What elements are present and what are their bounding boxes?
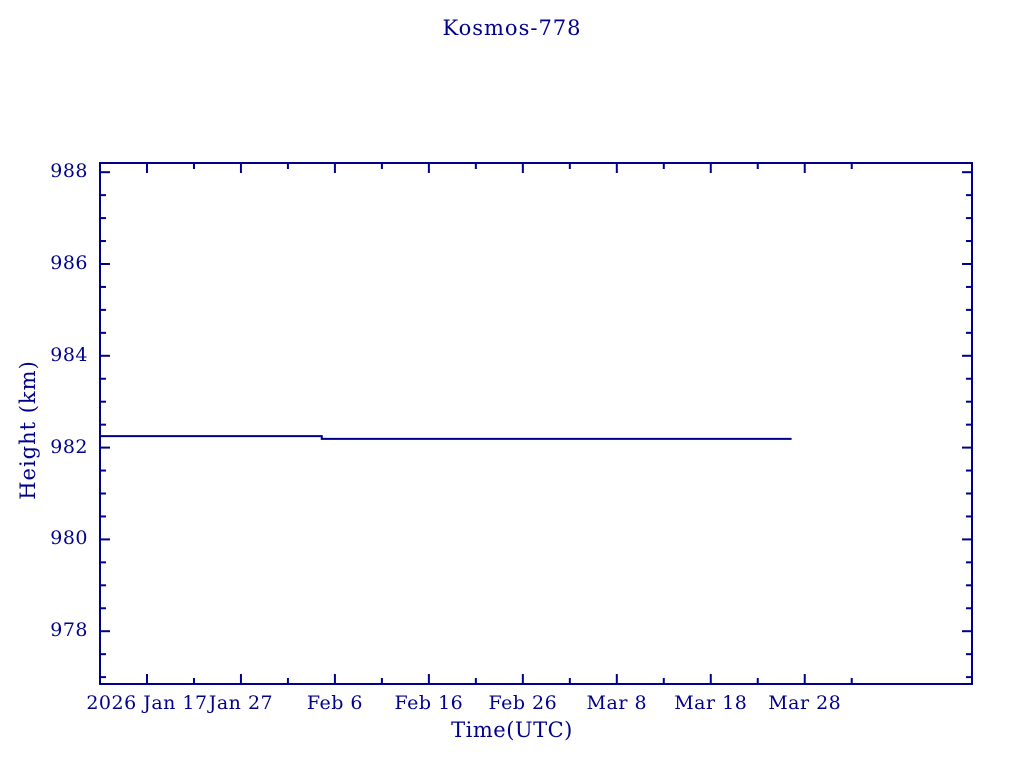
y-tick-label: 986 bbox=[50, 251, 88, 274]
y-tick-label: 988 bbox=[50, 160, 88, 183]
x-tick-label: Feb 26 bbox=[488, 692, 558, 714]
x-tick-label: Mar 8 bbox=[586, 692, 648, 714]
y-tick-label: 980 bbox=[50, 527, 88, 550]
x-tick-label: Feb 6 bbox=[306, 692, 363, 714]
axis-ticks bbox=[99, 163, 972, 684]
chart-title: Kosmos-778 bbox=[442, 16, 582, 40]
x-tick-label: Feb 16 bbox=[394, 692, 464, 714]
y-tick-label: 978 bbox=[50, 619, 88, 642]
y-tick-label: 982 bbox=[50, 435, 88, 458]
x-tick-label: 2026 Jan 17 bbox=[86, 692, 208, 714]
y-tick-label: 984 bbox=[50, 343, 88, 366]
x-tick-label: Mar 18 bbox=[674, 692, 748, 714]
series-line-0 bbox=[100, 435, 792, 440]
x-axis-label: Time(UTC) bbox=[451, 718, 573, 742]
data-series bbox=[100, 435, 792, 440]
x-tick-label: Mar 28 bbox=[768, 692, 842, 714]
x-tick-label: Jan 27 bbox=[208, 692, 274, 714]
axis-frame bbox=[99, 162, 973, 685]
